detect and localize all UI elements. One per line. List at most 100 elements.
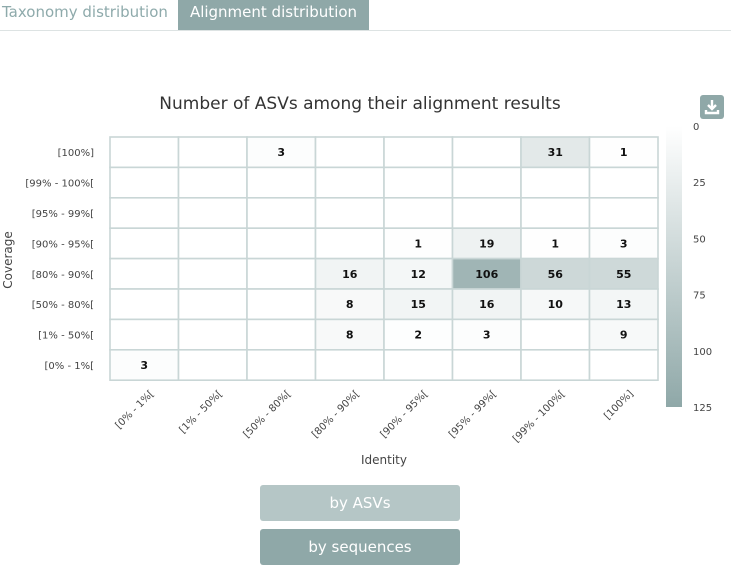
cell-value-label: 16 bbox=[479, 298, 495, 311]
color-scale-tick-label: 25 bbox=[693, 178, 706, 189]
heatmap-cell[interactable] bbox=[383, 166, 454, 199]
cell-value-label: 19 bbox=[479, 237, 494, 250]
cell-value-label: 12 bbox=[411, 268, 426, 281]
heatmap-cell[interactable] bbox=[520, 197, 591, 230]
heatmap-grid: 3 31 11 19 1 316 12 106 56 558 15 16 10 138 2 3 93 bbox=[109, 136, 659, 381]
heatmap-cell[interactable] bbox=[383, 136, 454, 169]
heatmap-cell[interactable] bbox=[451, 166, 522, 199]
heatmap-cell[interactable] bbox=[383, 348, 454, 381]
cell-value-label: 8 bbox=[346, 329, 354, 342]
heatmap-cell[interactable] bbox=[588, 288, 659, 321]
cell-value-label: 3 bbox=[277, 146, 285, 159]
heatmap-cell[interactable] bbox=[451, 136, 522, 169]
heatmap-cell[interactable] bbox=[520, 227, 591, 260]
heatmap-cell[interactable] bbox=[314, 227, 385, 260]
tab-taxonomy-distribution[interactable]: Taxonomy distribution bbox=[2, 3, 168, 21]
heatmap-cell[interactable] bbox=[314, 288, 385, 321]
heatmap-cell[interactable] bbox=[177, 318, 248, 351]
color-scale-ticks: 0 25 50 75 100 125 bbox=[693, 122, 712, 414]
tab-bar: Taxonomy distribution Alignment distribu… bbox=[0, 0, 731, 31]
cell-value-label: 56 bbox=[548, 268, 564, 281]
download-button[interactable] bbox=[700, 95, 724, 119]
heatmap-cell[interactable] bbox=[520, 318, 591, 351]
heatmap-cell[interactable] bbox=[314, 197, 385, 230]
heatmap-cell[interactable] bbox=[314, 257, 385, 290]
heatmap-cell[interactable] bbox=[383, 288, 454, 321]
cell-value-label: 10 bbox=[548, 298, 564, 311]
x-axis-tick-labels: [0% - 1%[[1% - 50%[[50% - 80%[[80% - 90%… bbox=[114, 388, 636, 444]
cell-value-label: 2 bbox=[414, 329, 422, 342]
x-tick-label: [95% - 99%[ bbox=[447, 389, 499, 441]
by-asvs-button[interactable]: by ASVs bbox=[260, 485, 460, 521]
heatmap-cell[interactable] bbox=[588, 166, 659, 199]
heatmap-cell[interactable] bbox=[314, 318, 385, 351]
x-tick-label: [0% - 1%[ bbox=[114, 389, 157, 432]
x-tick-label: [50% - 80%[ bbox=[242, 389, 294, 441]
tab-alignment-distribution[interactable]: Alignment distribution bbox=[178, 0, 369, 30]
heatmap-cell[interactable] bbox=[177, 288, 248, 321]
x-tick-label: [99% - 100%[ bbox=[511, 389, 567, 445]
by-sequences-button[interactable]: by sequences bbox=[260, 529, 460, 565]
heatmap-cell[interactable] bbox=[109, 257, 180, 290]
heatmap-cell[interactable] bbox=[109, 136, 180, 169]
color-scale-bar bbox=[666, 126, 682, 407]
cell-value-label: 9 bbox=[620, 329, 628, 342]
heatmap-cell[interactable] bbox=[588, 257, 659, 290]
heatmap-cell[interactable] bbox=[177, 257, 248, 290]
heatmap-cell[interactable] bbox=[588, 227, 659, 260]
heatmap-cell[interactable] bbox=[246, 348, 317, 381]
heatmap-cell[interactable] bbox=[314, 166, 385, 199]
y-tick-label: [95% - 99%[ bbox=[32, 209, 94, 220]
heatmap-cell[interactable] bbox=[588, 197, 659, 230]
y-tick-label: [99% - 100%[ bbox=[25, 179, 94, 190]
heatmap-cell[interactable] bbox=[177, 227, 248, 260]
heatmap-cell[interactable] bbox=[314, 136, 385, 169]
heatmap-cell[interactable] bbox=[246, 166, 317, 199]
heatmap-cell[interactable] bbox=[109, 227, 180, 260]
heatmap-cell[interactable] bbox=[451, 257, 522, 290]
y-tick-label: [90% - 95%[ bbox=[32, 239, 94, 250]
color-scale-tick-label: 75 bbox=[693, 291, 706, 302]
heatmap-cell[interactable] bbox=[246, 318, 317, 351]
y-axis-label: Coverage bbox=[1, 231, 15, 289]
cell-value-label: 15 bbox=[411, 298, 426, 311]
color-scale-tick-label: 50 bbox=[693, 234, 706, 245]
cell-value-label: 3 bbox=[620, 237, 628, 250]
heatmap-cell[interactable] bbox=[177, 166, 248, 199]
heatmap-cell[interactable] bbox=[246, 227, 317, 260]
cell-value-label: 106 bbox=[475, 268, 498, 281]
heatmap-cell[interactable] bbox=[246, 197, 317, 230]
heatmap-cell[interactable] bbox=[451, 197, 522, 230]
cell-value-label: 31 bbox=[548, 146, 563, 159]
heatmap-cell[interactable] bbox=[588, 318, 659, 351]
heatmap-cell[interactable] bbox=[588, 136, 659, 169]
color-scale-tick-label: 100 bbox=[693, 347, 712, 358]
heatmap-cell[interactable] bbox=[177, 197, 248, 230]
heatmap-cell[interactable] bbox=[451, 227, 522, 260]
cell-value-label: 1 bbox=[620, 146, 628, 159]
heatmap-cell[interactable] bbox=[520, 166, 591, 199]
heatmap-cell[interactable] bbox=[520, 348, 591, 381]
y-tick-label: [0% - 1%[ bbox=[45, 361, 95, 372]
heatmap-cell[interactable] bbox=[246, 288, 317, 321]
y-tick-label: [80% - 90%[ bbox=[32, 270, 94, 281]
heatmap-cell[interactable] bbox=[177, 348, 248, 381]
y-tick-label: [100%] bbox=[58, 148, 94, 159]
heatmap-cell[interactable] bbox=[246, 257, 317, 290]
heatmap-cell[interactable] bbox=[383, 197, 454, 230]
x-tick-label: [90% - 95%[ bbox=[379, 389, 431, 441]
heatmap-cell[interactable] bbox=[588, 348, 659, 381]
heatmap-cell[interactable] bbox=[109, 318, 180, 351]
heatmap-cell[interactable] bbox=[109, 166, 180, 199]
x-tick-label: [80% - 90%[ bbox=[310, 389, 362, 441]
cell-value-label: 13 bbox=[616, 298, 631, 311]
y-axis-tick-labels: [100%] [99% - 100%[ [95% - 99%[ [90% - 95%[… bbox=[25, 148, 94, 372]
cell-value-label: 1 bbox=[414, 237, 422, 250]
color-scale-tick-label: 0 bbox=[693, 122, 699, 133]
heatmap-cell[interactable] bbox=[109, 288, 180, 321]
cell-value-label: 3 bbox=[483, 329, 491, 342]
heatmap-cell[interactable] bbox=[109, 197, 180, 230]
heatmap-cell[interactable] bbox=[451, 348, 522, 381]
heatmap-cell[interactable] bbox=[314, 348, 385, 381]
heatmap-cell[interactable] bbox=[177, 136, 248, 169]
